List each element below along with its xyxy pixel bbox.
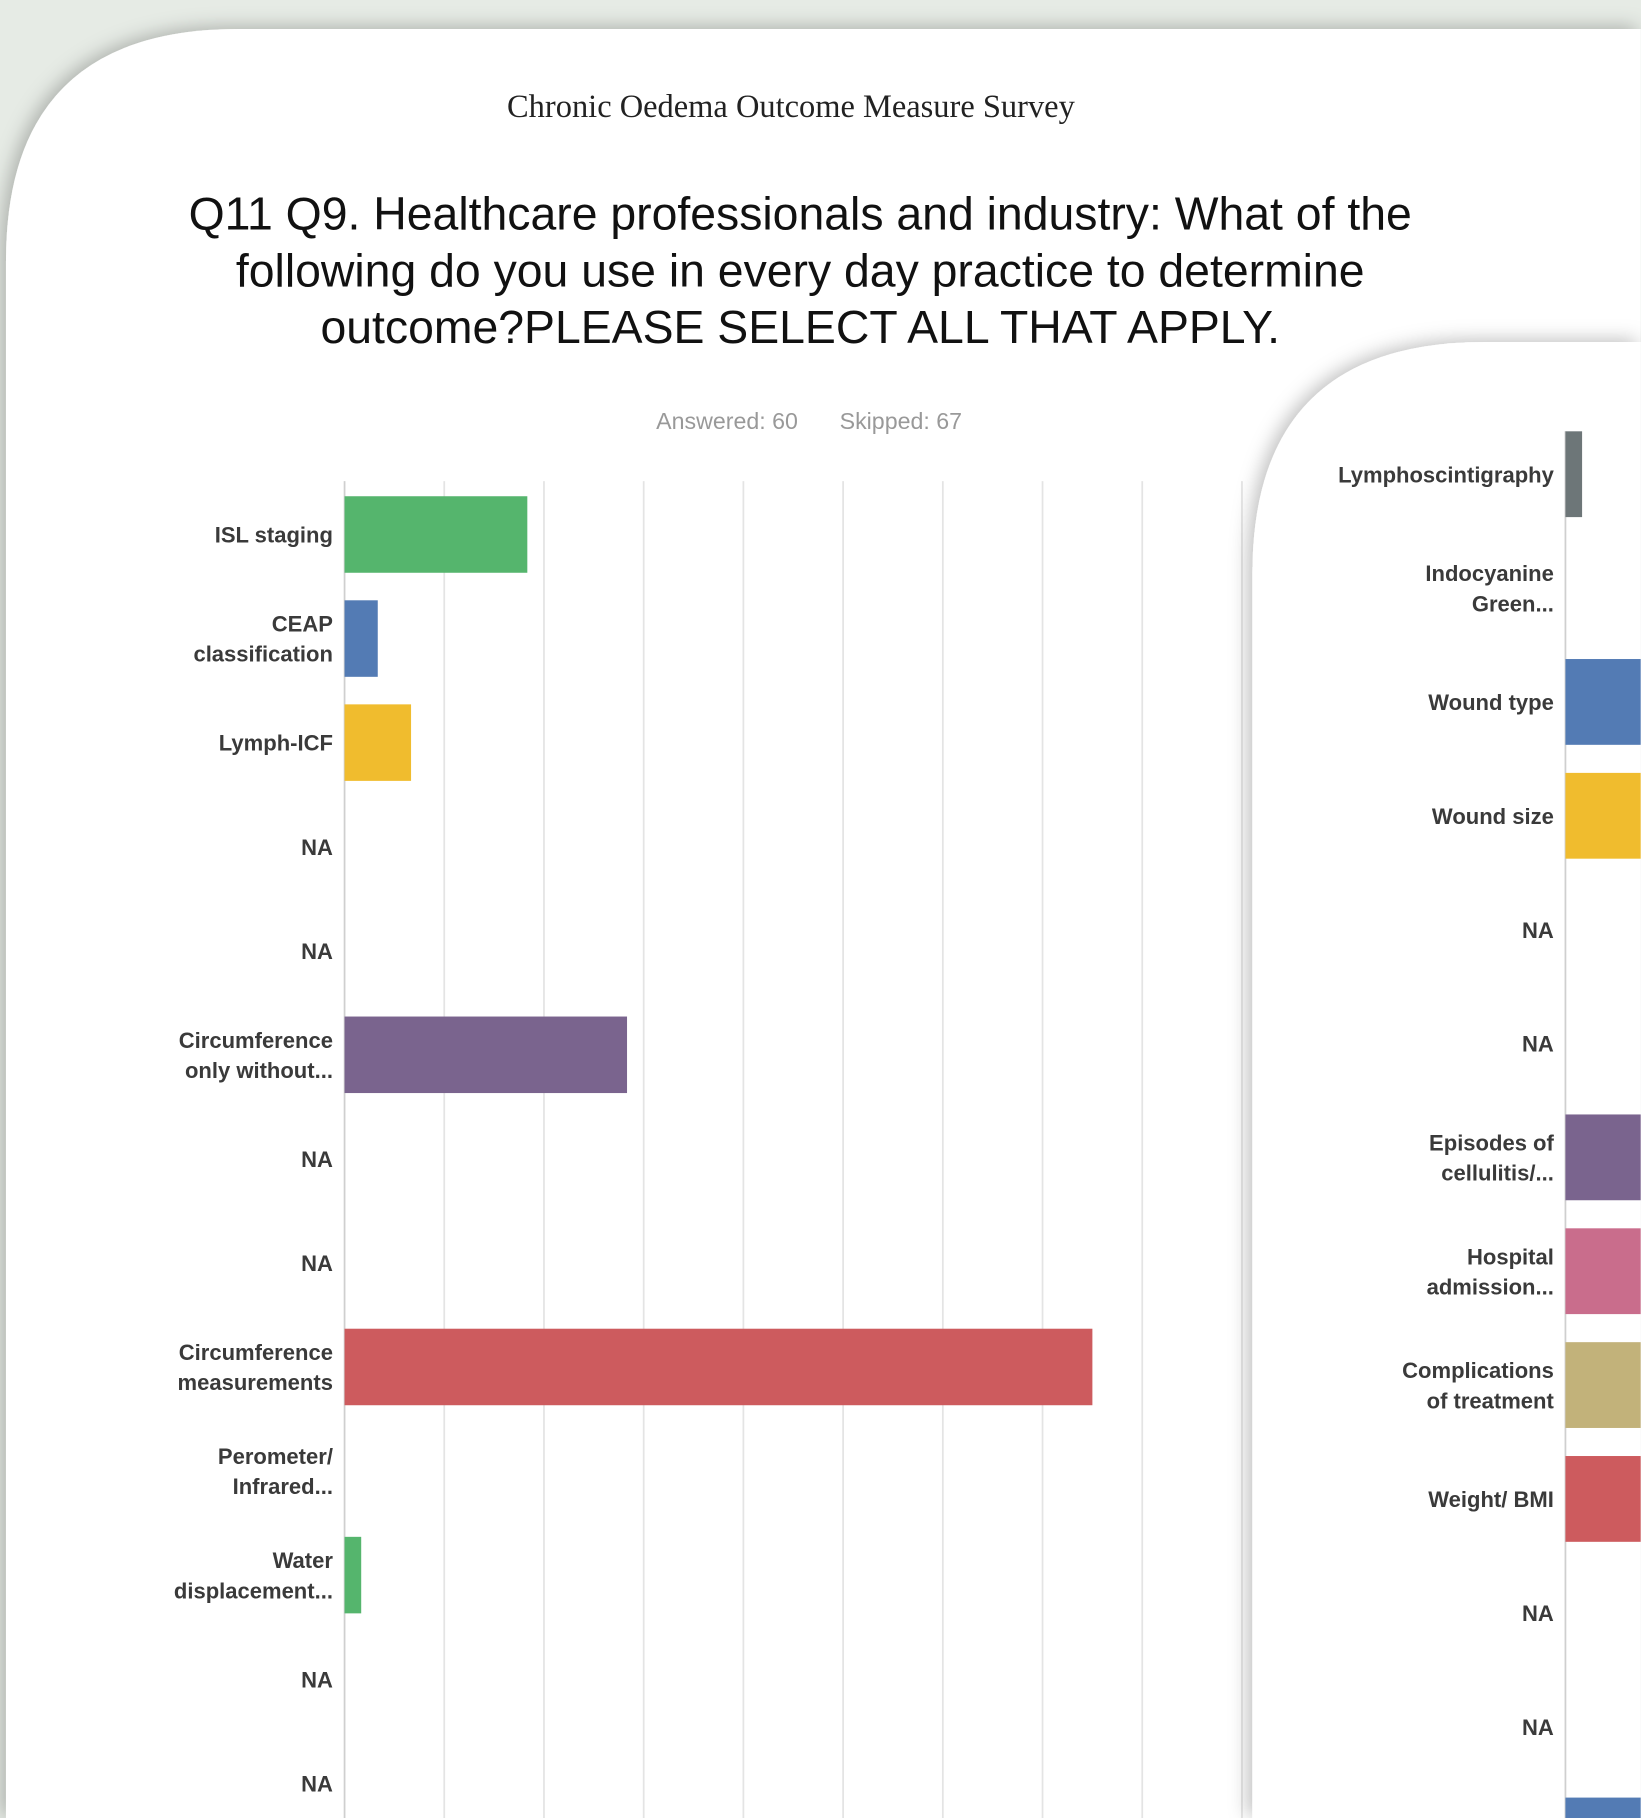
bar bbox=[1565, 1114, 1641, 1201]
category-label: Circumference only without... bbox=[179, 1028, 333, 1083]
category-label: Weight/ BMI bbox=[1428, 1487, 1554, 1512]
category-label: NA bbox=[301, 1251, 333, 1276]
question-title: Q11 Q9. Healthcare professionals and ind… bbox=[189, 188, 1412, 354]
category-label: Wound size bbox=[1432, 804, 1554, 829]
category-label: NA bbox=[1522, 1601, 1554, 1626]
category-label: Water displacement... bbox=[174, 1548, 333, 1603]
bar bbox=[1565, 1342, 1641, 1428]
bar bbox=[344, 1016, 628, 1094]
category-label: ISL staging bbox=[215, 523, 333, 548]
bar bbox=[1565, 431, 1583, 518]
answered: Answered: 60 bbox=[656, 408, 798, 434]
category-label: NA bbox=[301, 939, 333, 964]
bar bbox=[344, 496, 528, 573]
category-label: Complications of treatment bbox=[1402, 1358, 1554, 1413]
category-label: NA bbox=[1522, 1032, 1554, 1057]
category-label: NA bbox=[301, 1147, 333, 1172]
skipped: Skipped: 67 bbox=[840, 408, 962, 434]
panel bbox=[1252, 342, 1641, 1818]
category-label: Indocyanine Green... bbox=[1425, 561, 1553, 616]
bar bbox=[344, 1328, 1093, 1406]
bar bbox=[1565, 1797, 1641, 1818]
chart-1: ISL staging CEAP classification Lymph-ICF NA… bbox=[174, 481, 1343, 1818]
category-label: NA bbox=[301, 1771, 333, 1796]
category-label: NA bbox=[301, 1667, 333, 1692]
category-label: Perometer/Infrared... bbox=[218, 1444, 333, 1499]
category-label: CEAP classification bbox=[193, 612, 333, 667]
bar bbox=[344, 600, 378, 677]
survey-header: Chronic Oedema Outcome Measure Survey bbox=[507, 89, 1076, 125]
bar bbox=[344, 1536, 362, 1614]
category-label: NA bbox=[301, 835, 333, 860]
bar bbox=[1565, 1228, 1641, 1315]
category-label: Lymph-ICF bbox=[219, 731, 333, 756]
bar bbox=[1565, 772, 1641, 859]
category-label: Episodes of cellulitis/... bbox=[1429, 1130, 1554, 1185]
category-label: NA bbox=[1522, 918, 1554, 943]
category-label: Hospital admission... bbox=[1427, 1244, 1554, 1299]
chart-2: Lymphoscintigraphy Indocyanine Green... Wou… bbox=[1338, 431, 1641, 1818]
category-label: Wound type bbox=[1428, 690, 1554, 715]
category-label: Lymphoscintigraphy bbox=[1338, 462, 1554, 487]
bar bbox=[1565, 1456, 1641, 1542]
category-label: Circumference measurements bbox=[178, 1340, 333, 1395]
category-label: NA bbox=[1522, 1715, 1554, 1740]
bar bbox=[1565, 659, 1641, 745]
bar bbox=[344, 704, 412, 781]
